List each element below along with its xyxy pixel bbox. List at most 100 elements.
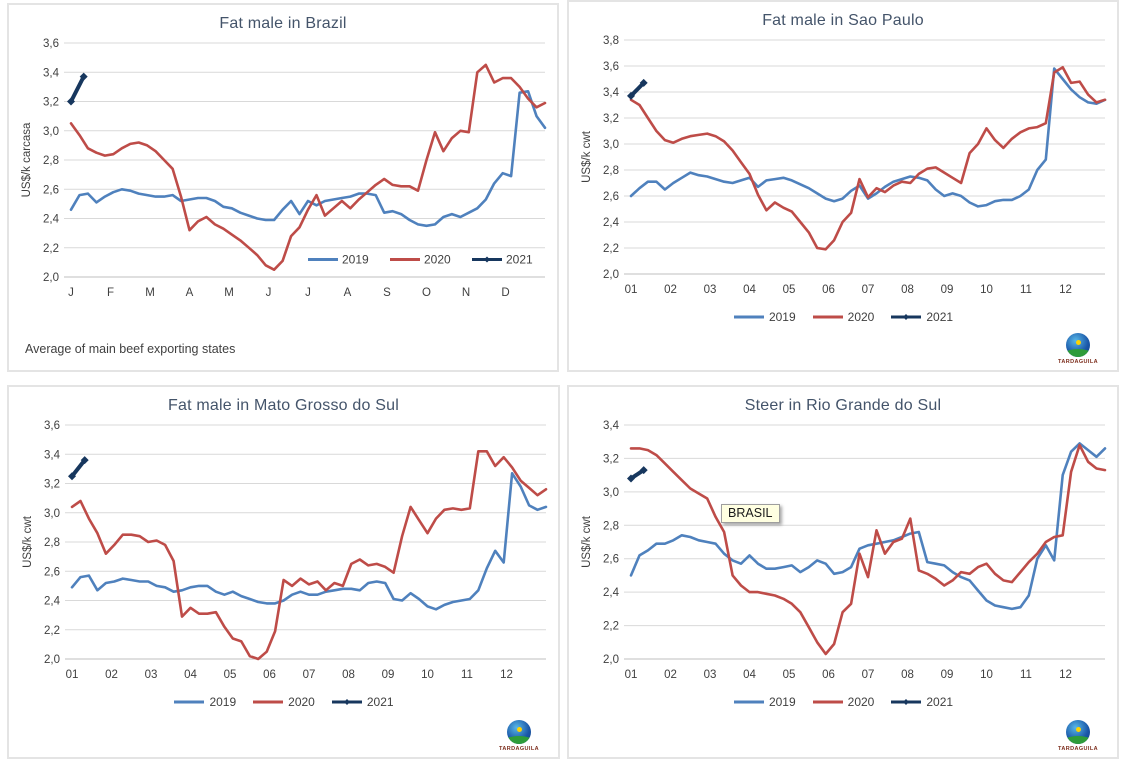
svg-text:06: 06 bbox=[822, 669, 835, 681]
svg-text:06: 06 bbox=[263, 669, 276, 681]
legend-line-sample bbox=[253, 700, 284, 704]
chart-panel-brazil: Fat male in Brazil 2,0 2,2 2,4 2,6 2,8 3,0 3,2… bbox=[7, 3, 559, 372]
svg-text:O: O bbox=[422, 287, 431, 299]
sun-dot bbox=[517, 727, 522, 732]
svg-text:07: 07 bbox=[862, 669, 875, 681]
chart-footnote: Average of main beef exporting states bbox=[25, 342, 236, 356]
chart-title: Fat male in Mato Grosso do Sul bbox=[168, 397, 399, 414]
svg-text:2,8: 2,8 bbox=[603, 165, 619, 177]
svg-text:2020: 2020 bbox=[424, 252, 451, 266]
svg-text:2,4: 2,4 bbox=[44, 596, 61, 608]
legend-item-2021: 2021 bbox=[890, 310, 953, 324]
hill-shape bbox=[507, 736, 531, 744]
svg-text:3,4: 3,4 bbox=[603, 87, 620, 99]
svg-text:08: 08 bbox=[342, 669, 355, 681]
svg-text:3,0: 3,0 bbox=[603, 139, 619, 151]
sun-dot bbox=[1076, 727, 1081, 732]
svg-text:01: 01 bbox=[625, 284, 638, 296]
chart-legend: 2019 2020 2021 bbox=[569, 695, 1117, 709]
svg-text:D: D bbox=[501, 287, 509, 299]
svg-text:11: 11 bbox=[1020, 669, 1032, 681]
svg-text:10: 10 bbox=[980, 669, 993, 681]
line-chart-sao-paulo: 2,0 2,2 2,4 2,6 2,8 3,0 3,2 3,4 3,6 3,8 01 02 03 04 05… bbox=[575, 32, 1111, 300]
svg-text:2,2: 2,2 bbox=[43, 243, 59, 255]
svg-text:2,6: 2,6 bbox=[44, 566, 60, 578]
legend-line-sample bbox=[812, 315, 843, 319]
svg-text:2,0: 2,0 bbox=[43, 272, 59, 284]
line-chart-svg: 2,0 2,2 2,4 2,6 2,8 3,0 3,2 3,4 3,6 J F M A M J J A S O N D U… bbox=[21, 38, 547, 299]
line-chart-svg: 2,0 2,2 2,4 2,6 2,8 3,0 3,2 3,4 01 02 03 04 05 06 07 08… bbox=[581, 420, 1107, 681]
svg-text:12: 12 bbox=[1059, 284, 1072, 296]
legend-label: 2020 bbox=[288, 695, 315, 709]
svg-text:09: 09 bbox=[381, 669, 394, 681]
svg-text:3,6: 3,6 bbox=[44, 420, 60, 432]
svg-text:2,8: 2,8 bbox=[43, 155, 59, 167]
chart-title: Steer in Rio Grande do Sul bbox=[744, 397, 942, 414]
svg-text:05: 05 bbox=[783, 284, 796, 296]
svg-text:2,8: 2,8 bbox=[603, 520, 619, 532]
svg-text:S: S bbox=[383, 287, 391, 299]
tardaguila-logo: TARDAGUILA bbox=[1052, 720, 1104, 752]
svg-text:3,0: 3,0 bbox=[43, 126, 59, 138]
legend-item-2020: 2020 bbox=[812, 695, 875, 709]
svg-text:11: 11 bbox=[461, 669, 473, 681]
svg-text:2,4: 2,4 bbox=[603, 217, 620, 229]
legend-label: 2021 bbox=[366, 695, 394, 709]
legend-line-sample bbox=[812, 700, 843, 704]
svg-text:3,2: 3,2 bbox=[44, 479, 60, 491]
legend-label: 2020 bbox=[847, 695, 875, 709]
legend-label: 2020 bbox=[847, 310, 875, 324]
sun-dot bbox=[1076, 340, 1081, 345]
legend-label: 2019 bbox=[209, 695, 237, 709]
legend-item-2021: 2021 bbox=[331, 695, 394, 709]
legend-line-sample bbox=[331, 699, 362, 705]
svg-text:3,2: 3,2 bbox=[603, 113, 619, 125]
svg-text:10: 10 bbox=[980, 284, 993, 296]
svg-text:09: 09 bbox=[941, 669, 954, 681]
chart-panel-sao-paulo: Fat male in Sao Paulo 2,0 2,2 2,4 2,6 2,8 3,0… bbox=[567, 0, 1119, 372]
legend-line-sample bbox=[733, 315, 764, 319]
svg-text:01: 01 bbox=[65, 669, 78, 681]
globe-icon bbox=[507, 720, 531, 744]
svg-text:F: F bbox=[107, 287, 114, 299]
svg-text:08: 08 bbox=[901, 669, 914, 681]
svg-text:03: 03 bbox=[144, 669, 157, 681]
svg-text:3,4: 3,4 bbox=[603, 420, 620, 432]
svg-text:3,6: 3,6 bbox=[603, 61, 619, 73]
svg-text:12: 12 bbox=[1059, 669, 1072, 681]
svg-text:05: 05 bbox=[783, 669, 796, 681]
svg-text:08: 08 bbox=[901, 284, 914, 296]
svg-text:2,4: 2,4 bbox=[603, 587, 620, 599]
svg-text:06: 06 bbox=[822, 284, 835, 296]
svg-text:02: 02 bbox=[664, 284, 677, 296]
svg-text:01: 01 bbox=[625, 669, 638, 681]
logo-text: TARDAGUILA bbox=[1058, 746, 1098, 752]
svg-text:2,6: 2,6 bbox=[603, 191, 619, 203]
line-chart-brazil: 2,0 2,2 2,4 2,6 2,8 3,0 3,2 3,4 3,6 J F M A M J J A S O N D U… bbox=[15, 35, 551, 303]
svg-text:3,4: 3,4 bbox=[44, 449, 61, 461]
legend-item-2019: 2019 bbox=[733, 310, 796, 324]
svg-text:02: 02 bbox=[105, 669, 118, 681]
svg-text:2019: 2019 bbox=[342, 252, 369, 266]
svg-text:07: 07 bbox=[862, 284, 875, 296]
legend-label: 2021 bbox=[926, 310, 954, 324]
svg-text:03: 03 bbox=[704, 669, 717, 681]
line-chart-svg: 2,0 2,2 2,4 2,6 2,8 3,0 3,2 3,4 3,6 01 02 03 04 05 06 0… bbox=[22, 420, 547, 681]
svg-text:3,0: 3,0 bbox=[603, 487, 619, 499]
brasil-annotation: BRASIL bbox=[721, 503, 780, 523]
svg-text:03: 03 bbox=[704, 284, 717, 296]
hill-shape bbox=[1066, 736, 1090, 744]
chart-title: Fat male in Brazil bbox=[219, 15, 347, 32]
legend-item-2020: 2020 bbox=[252, 695, 315, 709]
chart-panel-mato-grosso: Fat male in Mato Grosso do Sul 2,0 2,2 2,4… bbox=[7, 385, 560, 759]
svg-text:2021: 2021 bbox=[506, 252, 533, 266]
legend-label: 2019 bbox=[768, 310, 796, 324]
svg-text:2,8: 2,8 bbox=[44, 537, 60, 549]
svg-text:04: 04 bbox=[743, 669, 756, 681]
svg-text:2,6: 2,6 bbox=[43, 184, 59, 196]
svg-text:3,6: 3,6 bbox=[43, 38, 59, 50]
svg-text:11: 11 bbox=[1020, 284, 1032, 296]
svg-text:10: 10 bbox=[421, 669, 434, 681]
svg-text:2,2: 2,2 bbox=[603, 621, 619, 633]
tardaguila-logo: TARDAGUILA bbox=[1052, 333, 1104, 365]
